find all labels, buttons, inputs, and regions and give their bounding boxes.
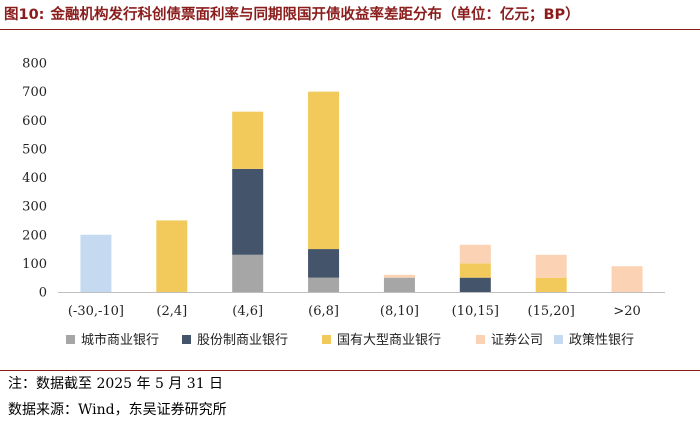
bar-segment (232, 111, 264, 169)
bar-segment (308, 249, 340, 278)
bar-segment (80, 234, 112, 292)
legend-label: 股份制商业银行 (197, 333, 288, 348)
x-tick-label: (15,20] (528, 304, 575, 319)
figure-number: 图10: (4, 7, 45, 23)
legend-swatch (322, 335, 331, 344)
x-tick-label: (2,4] (156, 304, 187, 319)
bar-segment (156, 220, 188, 292)
bars (80, 91, 643, 292)
figure-title: 金融机构发行科创债票面利率与同期限国开债收益率差距分布（单位：亿元；BP） (50, 7, 580, 23)
x-tick-label: (4,6] (232, 304, 263, 319)
x-tick-label: (8,10] (380, 304, 419, 319)
y-tick-label: 0 (39, 286, 47, 301)
legend-label: 政策性银行 (569, 332, 634, 348)
bar-segment (308, 91, 340, 250)
x-tick-label: (6,8] (308, 304, 339, 319)
x-tick-label: (-30,-10] (68, 304, 124, 319)
legend-label: 国有大型商业银行 (337, 333, 441, 348)
y-tick-label: 300 (22, 200, 47, 215)
legend-swatch (554, 335, 563, 344)
legend: 城市商业银行 股份制商业银行 国有大型商业银行 证券公司 政策性银行 (66, 332, 634, 348)
footnote: 注：数据截至 2025 年 5 月 31 日 (8, 376, 224, 392)
figure-title-bar: 图10: 金融机构发行科创债票面利率与同期限国开债收益率差距分布（单位：亿元；BP… (0, 0, 700, 30)
legend-swatch (66, 335, 75, 344)
legend-swatch (182, 335, 191, 344)
bar-segment (383, 277, 415, 292)
x-tick-label: (10,15] (452, 304, 499, 319)
y-tick-label: 100 (22, 257, 47, 272)
bar-segment (459, 263, 491, 278)
y-tick-label: 800 (22, 57, 47, 72)
bar-segment (383, 274, 415, 278)
legend-swatch (476, 335, 485, 344)
bar-segment (232, 168, 264, 255)
legend-label: 证券公司 (491, 332, 543, 348)
bar-segment (308, 277, 340, 292)
stacked-bar-chart: 0 100 200 300 400 500 600 700 800 (-30,-10] (2,4]… (22, 57, 665, 348)
y-tick-label: 400 (22, 171, 47, 186)
y-tick-label: 600 (22, 114, 47, 129)
bar-segment (611, 266, 643, 292)
y-axis: 0 100 200 300 400 500 600 700 800 (22, 57, 47, 301)
y-tick-label: 700 (22, 85, 47, 100)
y-tick-label: 500 (22, 142, 47, 157)
bar-segment (232, 254, 264, 292)
x-tick-label: >20 (613, 304, 640, 319)
bar-segment (535, 254, 567, 278)
bar-segment (459, 277, 491, 292)
y-tick-label: 200 (22, 228, 47, 243)
data-source: 数据来源：Wind，东吴证券研究所 (8, 402, 227, 418)
bar-segment (535, 277, 567, 292)
legend-label: 城市商业银行 (81, 332, 159, 348)
x-axis: (-30,-10] (2,4] (4,6] (6,8] (8,10] (10,15] (15… (58, 292, 665, 319)
footer-divider (0, 370, 700, 371)
bar-segment (459, 244, 491, 264)
